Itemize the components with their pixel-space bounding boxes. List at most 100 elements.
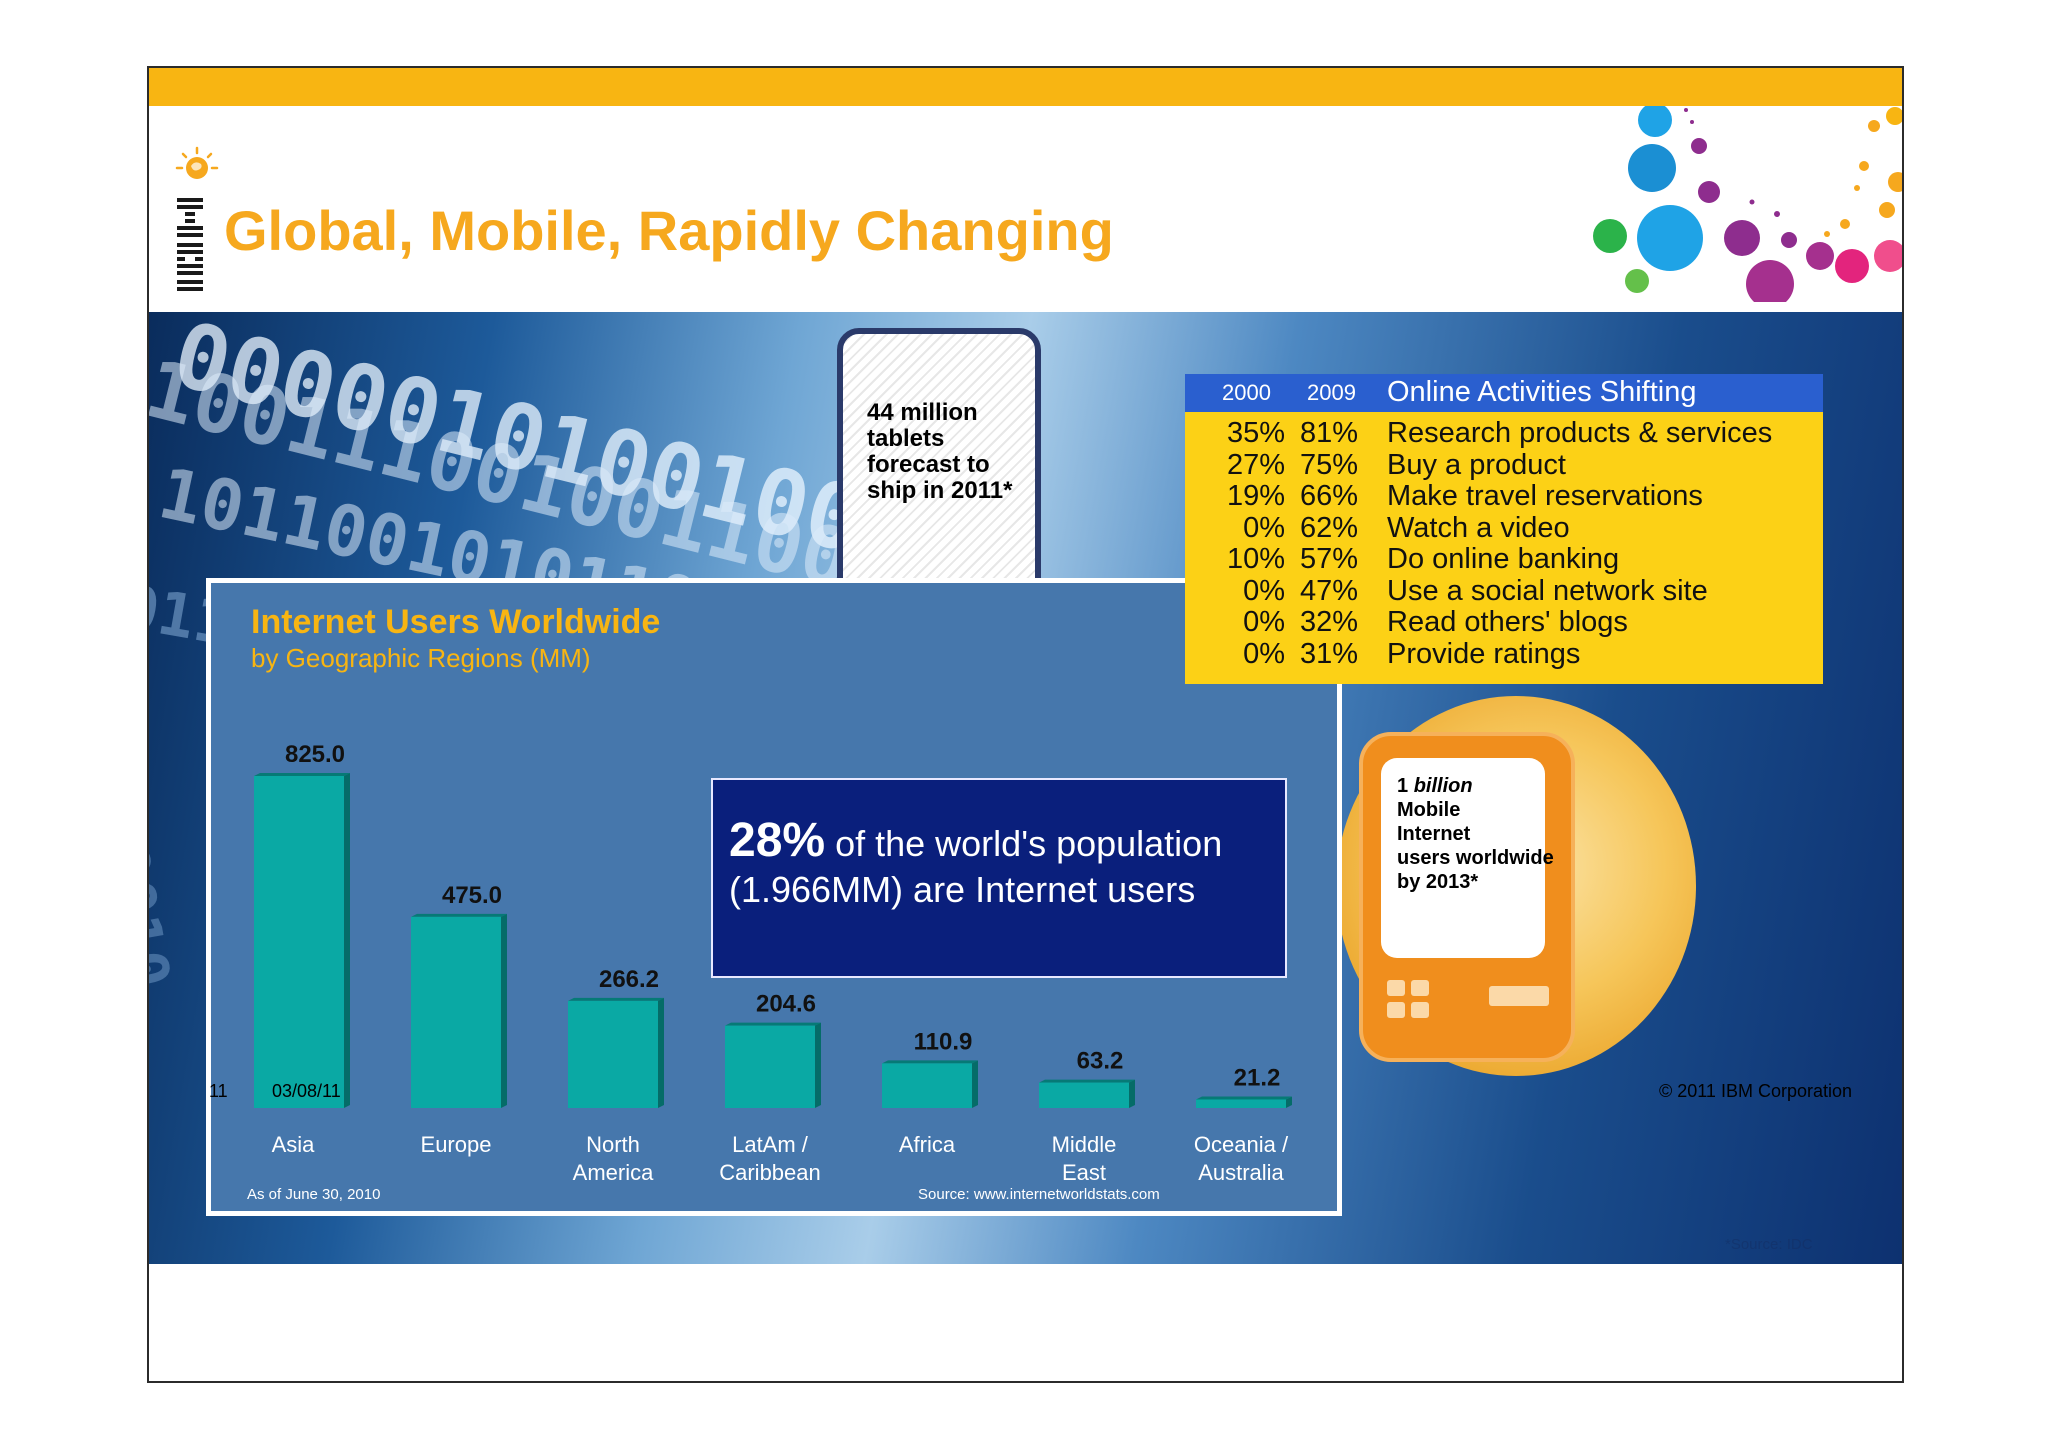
mobile-callout-unit: billion	[1413, 775, 1473, 797]
bar	[882, 1063, 972, 1108]
population-callout-line2: (1.966MM) are Internet users	[729, 869, 1196, 910]
category-label: Asia	[272, 1132, 316, 1157]
activity-label: Make travel reservations	[1387, 480, 1703, 512]
activity-pct-2009: 81%	[1300, 417, 1359, 449]
phone-key	[1489, 986, 1549, 1006]
top-accent-bar	[149, 68, 1902, 106]
bar-chart-svg: 825.0 Asia 475.0 Europe 266.2 North America 204…	[254, 741, 1292, 1185]
bar-top	[1196, 1096, 1292, 1100]
bar	[254, 776, 344, 1108]
background-photo: 000001010010000 1001110010011001 1011001…	[149, 312, 1902, 1264]
bar-side	[501, 913, 507, 1108]
activities-col-2009: 2009	[1307, 380, 1356, 405]
activity-label: Provide ratings	[1387, 637, 1581, 670]
activity-pct-2009: 32%	[1300, 606, 1359, 638]
population-callout-text: of the world's population	[835, 823, 1223, 864]
category-label: Africa	[899, 1132, 956, 1157]
tablet-callout-line: ship in 2011*	[867, 477, 1013, 504]
mobile-callout-line: Mobile	[1397, 799, 1461, 821]
bar	[411, 916, 501, 1108]
mobile-callout: 1 billion Mobile Internet users worldwid…	[1381, 758, 1554, 958]
category-label: Australia	[1198, 1160, 1284, 1185]
activity-label: Watch a video	[1387, 511, 1570, 544]
page-number: 11	[209, 1081, 228, 1101]
category-label: Oceania /	[1194, 1132, 1289, 1157]
category-label: LatAm /	[732, 1132, 809, 1157]
chart-title: Internet Users Worldwide	[251, 603, 661, 641]
bar-side	[1286, 1096, 1292, 1108]
bar-top	[882, 1060, 978, 1064]
phone-key	[1411, 1002, 1429, 1018]
category-label: America	[573, 1160, 654, 1185]
bar-value-label: 266.2	[599, 966, 659, 993]
smarter-planet-icon	[175, 146, 219, 179]
activity-pct-2000: 0%	[1243, 511, 1285, 544]
binary-text-decoration: 1010010	[149, 732, 183, 994]
activity-pct-2000: 0%	[1243, 574, 1285, 607]
bar-top	[725, 1022, 821, 1026]
tablet-callout-line: 44 million	[867, 399, 978, 426]
activity-pct-2009: 66%	[1300, 480, 1359, 512]
activities-title: Online Activities Shifting	[1387, 376, 1697, 408]
chart-subtitle: by Geographic Regions (MM)	[251, 643, 591, 673]
bar-value-label: 204.6	[756, 991, 816, 1018]
ibm-logo-icon	[177, 198, 203, 291]
phone-key	[1411, 980, 1429, 996]
activities-col-2000: 2000	[1222, 380, 1271, 405]
mobile-callout-line: users worldwide	[1397, 847, 1554, 869]
mobile-callout-line: Internet	[1397, 823, 1471, 845]
activity-label: Do online banking	[1387, 543, 1620, 575]
mobile-callout-line: by 2013*	[1397, 871, 1479, 893]
chart-footnote-date: As of June 30, 2010	[247, 1186, 381, 1203]
bar-side	[658, 997, 664, 1108]
activity-pct-2009: 75%	[1300, 448, 1359, 481]
activity-pct-2000: 19%	[1226, 480, 1285, 512]
decorative-dots	[1593, 106, 1902, 302]
activity-pct-2000: 27%	[1226, 448, 1285, 481]
phone-key	[1387, 1002, 1405, 1018]
activity-pct-2009: 62%	[1300, 511, 1359, 544]
bar-side	[1129, 1079, 1135, 1108]
activity-pct-2000: 0%	[1243, 606, 1285, 638]
bar	[568, 1000, 658, 1108]
bar-value-label: 21.2	[1234, 1064, 1281, 1091]
mobile-callout-number: 1	[1397, 775, 1409, 797]
copyright: © 2011 IBM Corporation	[1658, 1081, 1852, 1101]
category-label: North	[586, 1132, 640, 1157]
online-activities-table: 2000 2009 Online Activities Shifting 35%…	[1185, 374, 1823, 684]
category-label: Europe	[421, 1132, 492, 1157]
activity-row: 0% 62% Watch a video	[1185, 511, 1823, 544]
activity-label: Research products & services	[1387, 417, 1773, 449]
bar-top	[1039, 1079, 1135, 1083]
activity-label: Read others' blogs	[1387, 606, 1628, 638]
slide: Global, Mobile, Rapidly Changing 0000010…	[147, 66, 1904, 1383]
activity-row: 0% 47% Use a social network site	[1185, 574, 1823, 607]
bar	[725, 1025, 815, 1108]
activity-row: 35% 81% Research products & services	[1185, 417, 1823, 449]
activity-row: 27% 75% Buy a product	[1185, 448, 1823, 481]
bar	[1196, 1099, 1286, 1108]
activity-pct-2009: 57%	[1300, 543, 1359, 575]
population-callout: 28% of the world's population (1.966MM) …	[711, 778, 1287, 978]
chart-footnote-source: Source: www.internetworldstats.com	[918, 1186, 1160, 1203]
bar-top	[411, 913, 507, 917]
tablet-callout-line: forecast to	[867, 451, 990, 478]
mobile-callout-headline: 1 billion	[1397, 774, 1545, 798]
tablet-callout-line: tablets	[867, 425, 945, 452]
bar	[1039, 1082, 1129, 1108]
bar-side	[815, 1022, 821, 1108]
activity-pct-2000: 35%	[1226, 417, 1285, 449]
activity-row: 10% 57% Do online banking	[1185, 543, 1823, 575]
bar-value-label: 825.0	[285, 741, 345, 768]
bar-value-label: 475.0	[442, 882, 502, 909]
activity-pct-2000: 0%	[1243, 637, 1285, 670]
activity-pct-2000: 10%	[1226, 543, 1285, 575]
activity-row: 19% 66% Make travel reservations	[1185, 480, 1823, 512]
category-label: East	[1062, 1160, 1106, 1185]
activity-label: Buy a product	[1387, 448, 1566, 481]
activity-pct-2009: 31%	[1300, 637, 1359, 670]
bar-top	[254, 773, 350, 776]
category-label: Caribbean	[719, 1160, 821, 1185]
bar-top	[568, 997, 664, 1001]
slide-date: 03/08/11	[272, 1081, 341, 1101]
